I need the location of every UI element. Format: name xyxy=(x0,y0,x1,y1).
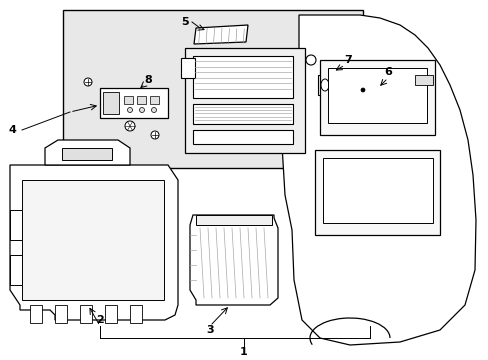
Bar xyxy=(181,58,195,78)
Bar xyxy=(193,56,292,98)
Polygon shape xyxy=(282,15,475,345)
Circle shape xyxy=(127,108,132,112)
Polygon shape xyxy=(45,140,130,165)
Circle shape xyxy=(84,78,92,86)
Bar xyxy=(10,210,22,240)
Bar xyxy=(193,104,292,124)
Bar xyxy=(150,96,159,104)
Text: 2: 2 xyxy=(96,315,103,325)
Text: 7: 7 xyxy=(344,55,351,65)
Polygon shape xyxy=(190,215,278,305)
Polygon shape xyxy=(194,25,247,44)
Text: 8: 8 xyxy=(144,75,152,85)
Ellipse shape xyxy=(320,79,328,91)
Circle shape xyxy=(125,121,135,131)
Circle shape xyxy=(139,108,144,112)
Polygon shape xyxy=(196,215,271,225)
Bar xyxy=(103,92,119,114)
Bar xyxy=(317,75,331,95)
Bar xyxy=(193,130,292,144)
Bar xyxy=(63,10,362,168)
Circle shape xyxy=(151,108,156,112)
Bar xyxy=(319,60,434,135)
Ellipse shape xyxy=(352,82,372,98)
Bar xyxy=(323,158,432,223)
Bar xyxy=(414,75,432,85)
Bar xyxy=(137,96,146,104)
Bar xyxy=(55,305,67,323)
Circle shape xyxy=(151,131,159,139)
Ellipse shape xyxy=(347,77,377,103)
Bar xyxy=(184,48,305,153)
Bar xyxy=(314,150,439,235)
Bar xyxy=(100,88,168,118)
Bar xyxy=(62,148,112,160)
Text: 1: 1 xyxy=(240,347,247,357)
Polygon shape xyxy=(10,165,178,320)
Bar xyxy=(105,305,117,323)
Text: 4: 4 xyxy=(8,125,16,135)
Bar xyxy=(124,96,133,104)
Bar xyxy=(130,305,142,323)
Bar xyxy=(30,305,42,323)
Text: 3: 3 xyxy=(206,325,213,335)
Bar xyxy=(80,305,92,323)
Bar xyxy=(22,180,163,300)
Bar xyxy=(327,68,426,123)
Circle shape xyxy=(360,88,364,92)
Text: 5: 5 xyxy=(181,17,188,27)
Text: 6: 6 xyxy=(383,67,391,77)
Bar xyxy=(10,255,22,285)
Circle shape xyxy=(305,55,315,65)
